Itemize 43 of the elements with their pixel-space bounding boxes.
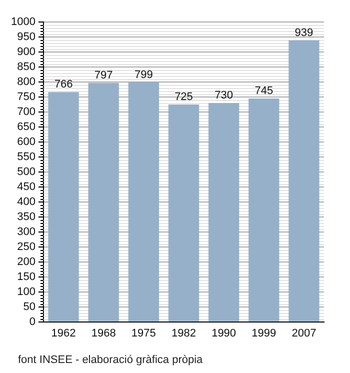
y-tick-label: 700 (17, 106, 36, 118)
data-label: 730 (214, 89, 233, 102)
x-tick-label: 1999 (252, 327, 276, 340)
y-tick-label: 750 (17, 90, 36, 103)
y-tick-label: 600 (17, 136, 36, 148)
y-tick-label: 0 (29, 316, 36, 328)
x-tick-label: 1982 (171, 327, 196, 340)
bar (128, 82, 159, 322)
bar (88, 82, 119, 322)
y-tick-label: 100 (17, 286, 36, 298)
data-label: 799 (134, 68, 153, 81)
y-tick-label: 50 (23, 300, 36, 313)
x-tick-label: 1962 (51, 327, 76, 340)
data-label: 939 (294, 26, 314, 39)
y-tick-label: 1000 (10, 16, 36, 28)
y-tick-label: 850 (17, 61, 36, 73)
y-tick-label: 400 (17, 196, 36, 208)
y-tick-label: 250 (17, 240, 36, 253)
bar (48, 92, 79, 322)
y-tick-label: 950 (17, 31, 36, 44)
data-label: 766 (54, 78, 73, 91)
y-tick-label: 900 (17, 46, 36, 58)
x-tick-label: 1975 (131, 327, 156, 340)
text: font INSEE - elaboració gràfica pròpia (18, 354, 203, 366)
data-label: 745 (254, 84, 274, 97)
y-tick-label: 200 (17, 256, 36, 268)
y-tick-label: 300 (17, 226, 36, 238)
y-tick-label: 500 (17, 166, 36, 178)
data-label: 725 (174, 90, 193, 103)
bar (288, 40, 320, 322)
x-tick-label: 1968 (91, 327, 116, 340)
data-label: 797 (94, 69, 113, 82)
y-tick-label: 450 (17, 180, 36, 193)
y-tick-label: 800 (17, 76, 36, 88)
y-tick-label: 350 (17, 210, 36, 223)
y-tick-label: 550 (17, 150, 36, 163)
y-tick-label: 150 (17, 270, 36, 283)
bar (248, 98, 280, 322)
x-tick-label: 1990 (212, 327, 236, 340)
y-tick-label: 650 (17, 120, 36, 133)
x-tick-label: 2007 (292, 327, 316, 340)
bar (208, 102, 240, 322)
bar (168, 104, 200, 322)
